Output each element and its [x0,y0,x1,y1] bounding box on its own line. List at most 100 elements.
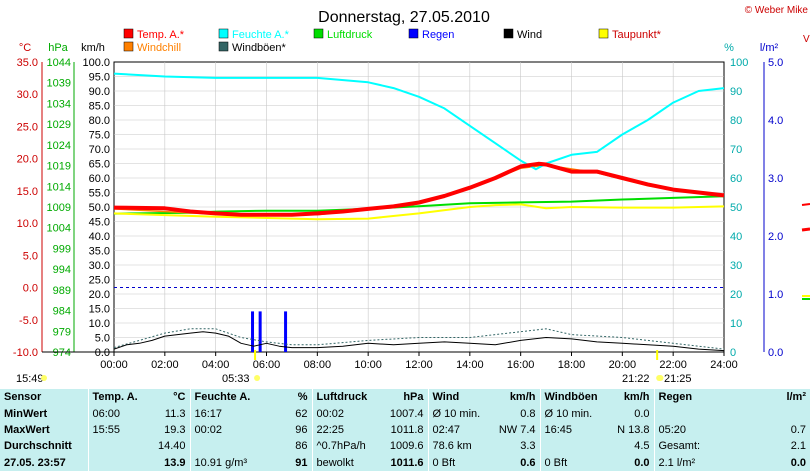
time-marker-label: 21:25 [664,373,692,385]
axis-tick-label: 70.0 [89,144,110,156]
axis-tick-label: 30.0 [17,89,38,101]
time-marker-label: 15:49 [16,373,44,385]
series-line-taupunkt [113,203,725,221]
x-tick-label: 04:00 [202,359,230,371]
table-cell: 13.9 [164,456,186,469]
legend-label: Taupunkt* [612,29,662,41]
axis-unit-pressure: hPa [48,42,68,54]
axis-tick-label: -5.0 [19,315,38,327]
x-tick-label: 02:00 [151,359,179,371]
table-cell: 00:02 [311,405,382,422]
series-line-wind [113,331,725,352]
table-cell: 1011.6 [390,456,424,469]
table-cell: 78.6 km [427,438,492,455]
axis-tick-label: 1029 [47,119,71,131]
table-header-cell: Regen [653,389,728,406]
axis-tick-label: 75.0 [89,130,110,142]
axis-tick-label: 1024 [47,140,71,152]
axis-tick-label: 15.0 [89,304,110,316]
axis-tick-label: 1039 [47,78,71,90]
axis-tick-label: 1034 [47,98,71,110]
axis-tick-label: 55.0 [89,188,110,200]
table-cell: 1011.8 [390,423,424,436]
axis-tick-label: 100 [730,57,748,69]
axis-tick-label: 90 [730,86,742,98]
axis-tick-label: 70 [730,144,742,156]
legend-swatch [313,28,324,39]
right-edge-decoration: V [801,34,810,300]
table-cell: 11.3 [164,407,186,420]
table-cell: 86 [295,440,308,453]
table-cell: N 13.8 [617,423,650,436]
table-header-cell: Sensor [4,391,42,404]
table-cell: 1009.6 [389,440,424,453]
table-cell: 0 Bft [539,454,610,471]
axis-tick-label: 2.0 [768,231,783,243]
table-cell: Gesamt: [653,438,728,455]
table-cell: 4.5 [634,440,650,453]
axis-tick-label: 20 [730,289,742,301]
axis-tick-label: 0 [730,347,736,359]
axis-tick-label: 95.0 [89,72,110,84]
x-tick-label: 10:00 [354,359,382,371]
axis-tick-label: 25.0 [89,275,110,287]
axis-tick-label: -10.0 [13,347,38,359]
axis-tick-label: 10.0 [17,218,38,230]
copyright-text: © Weber Mike [745,5,809,16]
table-cell: 22:25 [311,421,382,439]
time-marker-dot [41,375,47,381]
axis-tick-label: 5.0 [95,333,110,345]
axis-tick-label: 984 [53,306,71,318]
table-header-cell: % [297,391,308,404]
chart-title: Donnerstag, 27.05.2010 [318,9,490,26]
table-cell: 02:47 [427,421,492,439]
x-tick-label: 08:00 [304,359,332,371]
table-header-cell: l/m² [786,391,806,404]
table-cell: 0.8 [520,407,536,420]
table-cell: 0.0 [634,456,650,469]
axis-tick-label: 10 [730,318,742,330]
x-tick-label: 06:00 [253,359,281,371]
table-header-cell: km/h [509,391,536,404]
axis-tick-label: 994 [53,264,71,276]
table-cell: 2.1 l/m² [653,454,728,471]
x-tick-label: 18:00 [558,359,586,371]
axis-tick-label: 20.0 [17,154,38,166]
table-cell: 16:17 [189,405,268,422]
series-line-temp-a [113,161,725,217]
axis-tick-label: 1044 [47,57,71,69]
table-cell: 0.6 [520,456,536,469]
table-cell [189,438,268,455]
axis-tick-label: 30.0 [89,260,110,272]
table-header-cell: Feuchte A. [189,389,268,406]
axis-tick-label: 35.0 [89,246,110,258]
axis-tick-label: 989 [53,285,71,297]
axis-tick-label: 30 [730,260,742,272]
axis-ticks: -10.0 -5.0 0.0 5.0 10.0 15.0 20.0 25.0 30.0 35.0 9… [13,57,783,371]
axis-tick-label: 85.0 [89,101,110,113]
legend-swatch [218,28,229,39]
axis-tick-label: 20.0 [89,289,110,301]
table-cell: ^0.7hPa/h [311,438,382,455]
table-cell: 0 Bft [427,454,492,471]
table-cell: 10.91 g/m³ [189,454,268,471]
axis-tick-label: 40.0 [89,231,110,243]
legend-label: Feuchte A.* [232,29,290,41]
chart-legend: Temp. A.* Feuchte A.* Luftdruck Regen Wind Ta… [123,28,662,54]
axis-unit-rain: l/m² [760,42,779,54]
axis-tick-label: 50 [730,202,742,214]
legend-label: Windchill [137,42,181,54]
axis-tick-label: 10.0 [89,318,110,330]
table-cell: 15:55 [87,421,144,439]
table-header-cell: °C [173,391,186,404]
table-cell: MaxWert [4,423,50,436]
axis-unit-temp: °C [19,42,31,54]
axis-tick-label: 60 [730,173,742,185]
time-marker-label: 21:22 [622,373,650,385]
table-cell: 27.05. 23:57 [4,456,66,469]
table-cell: 16:45 [539,421,610,439]
axis-tick-label: 974 [53,347,71,359]
table-header-cell: km/h [623,391,650,404]
x-tick-label: 20:00 [609,359,637,371]
table-cell: 91 [295,456,308,469]
